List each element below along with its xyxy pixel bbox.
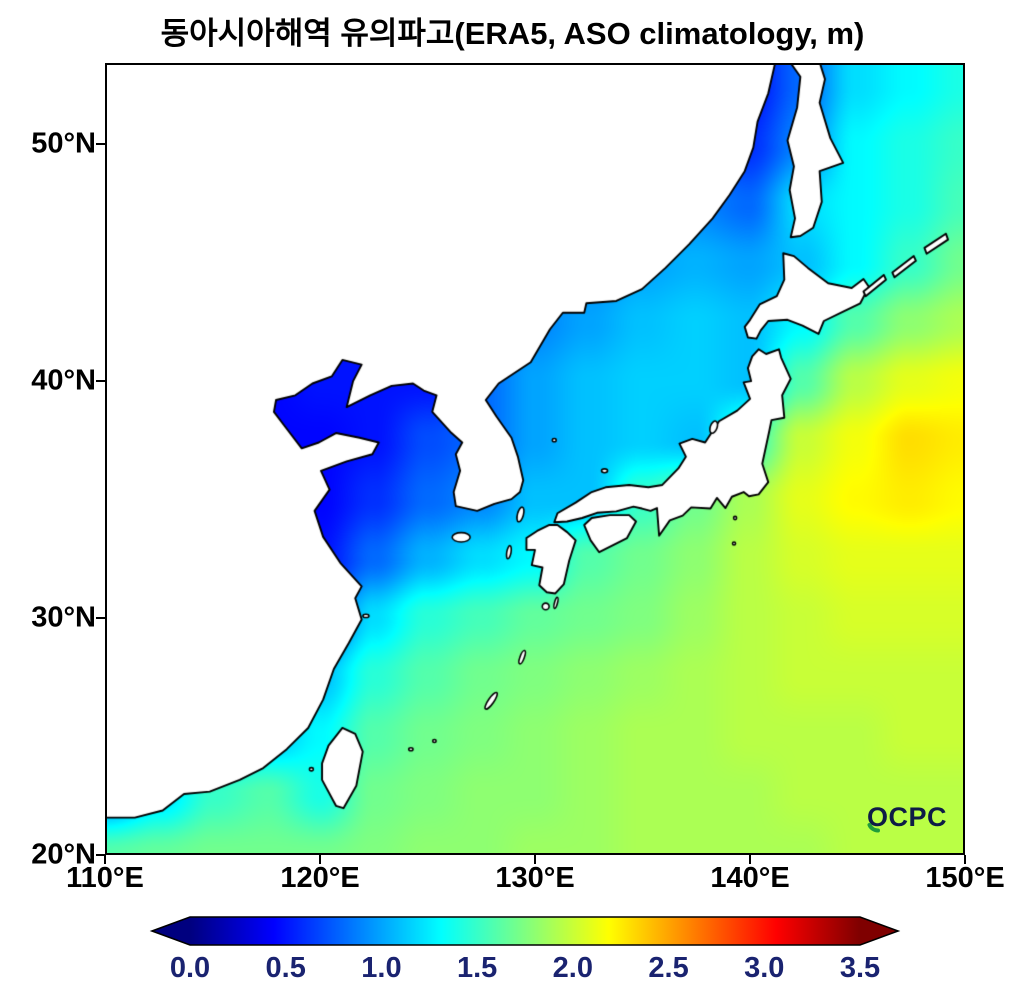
colorbar-tick-0.0: 0.0 bbox=[169, 952, 211, 984]
x-tick bbox=[534, 855, 536, 864]
x-axis-label-150e: 150°E bbox=[925, 862, 1005, 894]
y-axis-label-40n: 40°N bbox=[31, 364, 96, 397]
y-axis-label-30n: 30°N bbox=[31, 601, 96, 634]
colorbar-tick-1.0: 1.0 bbox=[361, 952, 402, 984]
colorbar-tick-1.5: 1.5 bbox=[456, 952, 498, 984]
colorbar-under-arrow bbox=[152, 917, 190, 945]
colorbar-outline bbox=[149, 916, 901, 946]
y-axis-label-20n: 20°N bbox=[31, 838, 96, 871]
colorbar-gradient bbox=[190, 917, 860, 945]
x-tick bbox=[964, 855, 966, 864]
colorbar-tick-2.0: 2.0 bbox=[552, 952, 594, 984]
y-tick bbox=[96, 142, 105, 145]
x-axis-label-120e: 120°E bbox=[280, 862, 360, 894]
colorbar-over-arrow bbox=[860, 917, 898, 945]
wave-height-heatmap bbox=[107, 65, 963, 853]
x-tick bbox=[104, 855, 106, 864]
colorbar-tick-3.5: 3.5 bbox=[839, 952, 881, 984]
x-tick bbox=[319, 855, 321, 864]
y-tick bbox=[96, 616, 105, 619]
ocpc-logo: OCPC bbox=[867, 802, 947, 833]
y-tick bbox=[96, 379, 105, 382]
x-axis-label-130e: 130°E bbox=[495, 862, 575, 894]
map-plot-area: OCPC bbox=[105, 63, 965, 855]
y-tick bbox=[96, 854, 105, 856]
colorbar-tick-0.5: 0.5 bbox=[265, 952, 306, 984]
colorbar-tick-3.0: 3.0 bbox=[744, 952, 785, 984]
colorbar bbox=[149, 916, 901, 946]
y-axis-label-50n: 50°N bbox=[31, 127, 96, 160]
colorbar-tick-2.5: 2.5 bbox=[648, 952, 689, 984]
x-axis-label-110e: 110°E bbox=[66, 862, 144, 894]
chart-title: 동아시아해역 유의파고(ERA5, ASO climatology, m) bbox=[160, 16, 865, 51]
ocpc-logo-text: OCPC bbox=[866, 802, 947, 832]
x-axis-label-140e: 140°E bbox=[710, 862, 790, 894]
x-tick bbox=[749, 855, 751, 864]
